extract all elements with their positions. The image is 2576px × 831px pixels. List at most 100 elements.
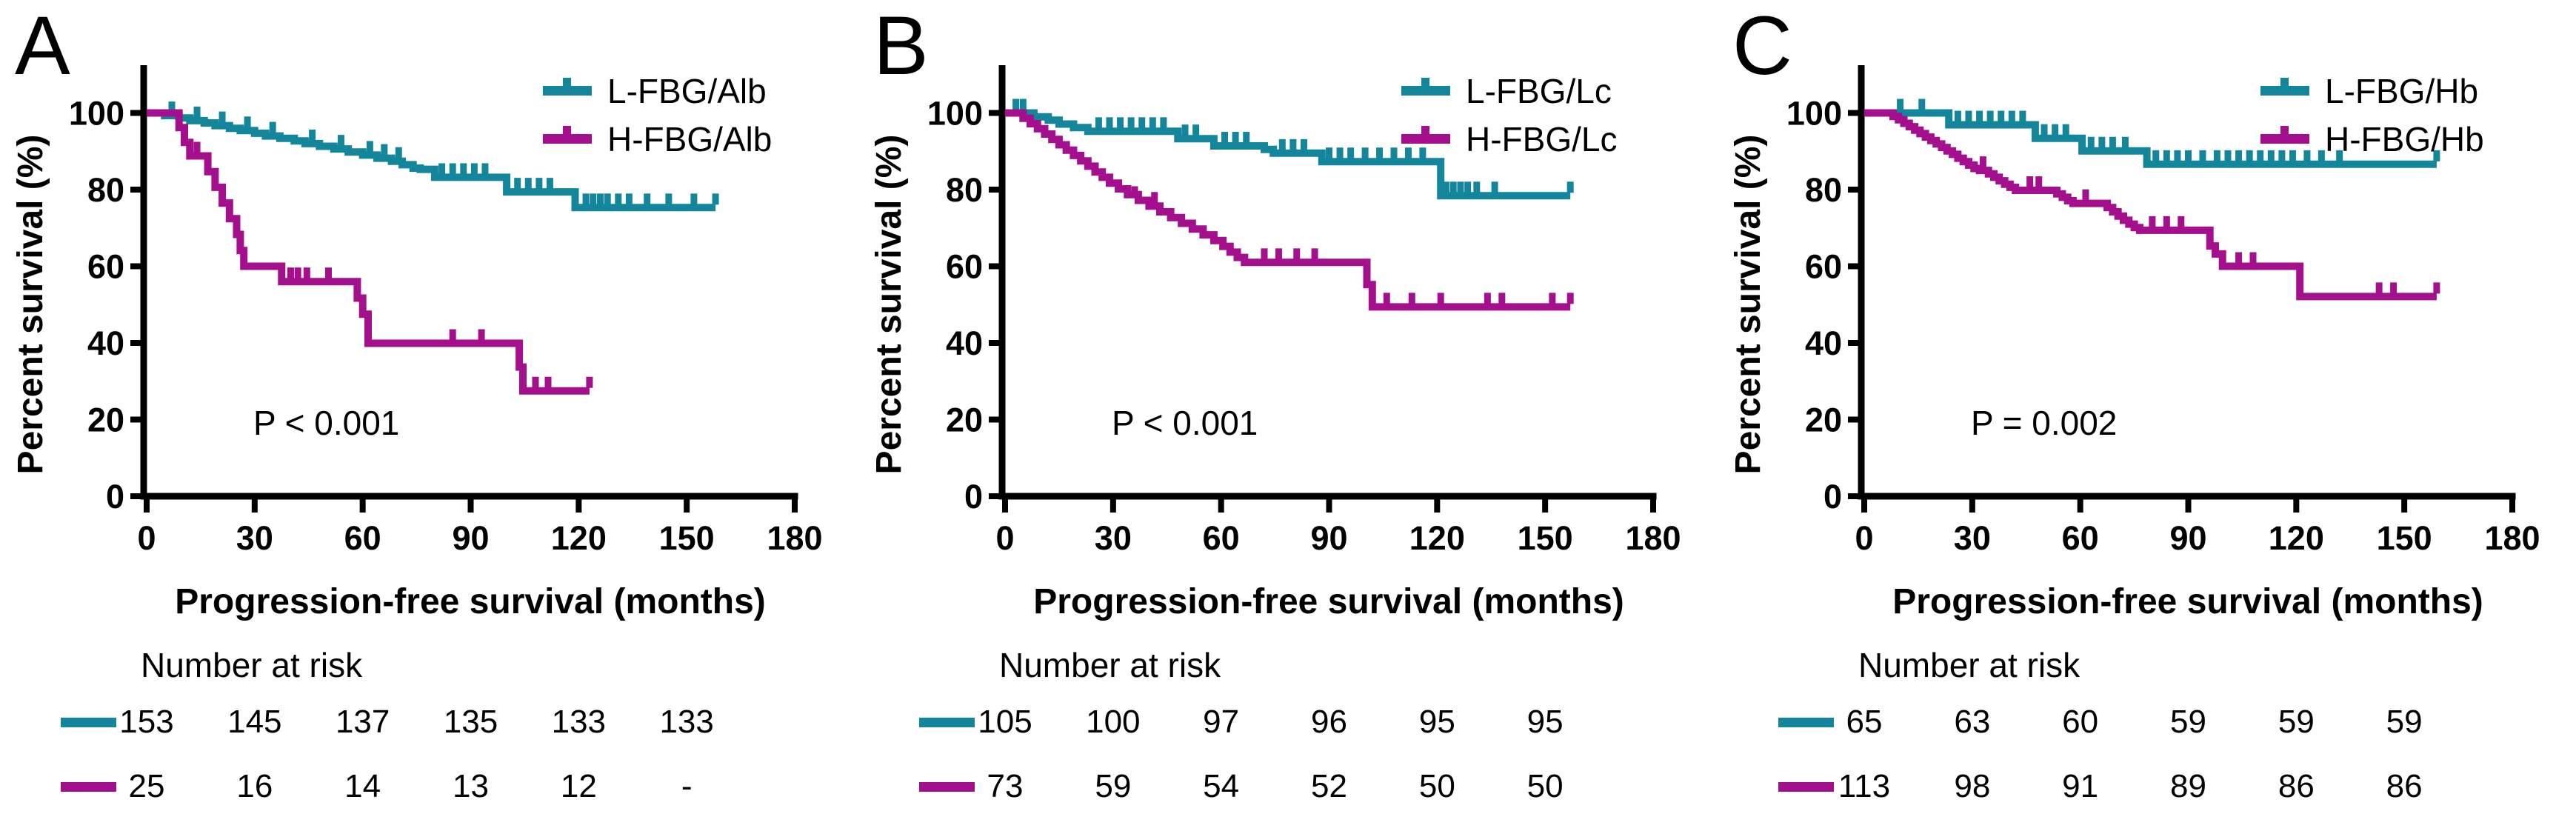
x-axis-label: Progression-free survival (months) xyxy=(175,582,766,621)
risk-swatch-teal xyxy=(61,718,116,727)
legend-label: L-FBG/Lc xyxy=(1466,72,1612,110)
x-tick-label: 150 xyxy=(2377,519,2432,557)
survival-curve xyxy=(1005,109,1571,311)
y-tick-label: 40 xyxy=(946,324,983,362)
risk-count: 133 xyxy=(659,704,714,740)
risk-count: 13 xyxy=(453,768,489,804)
risk-count: 50 xyxy=(1418,768,1455,804)
panel-b: B Percent survival (%) 0 20 40 60 80 100 0 30 60… xyxy=(858,0,1718,831)
x-tick-label: 30 xyxy=(1095,519,1132,557)
y-tick-label: 100 xyxy=(69,95,124,133)
risk-swatch-teal xyxy=(1778,718,1834,727)
p-value-label: P = 0.002 xyxy=(1971,404,2118,442)
risk-row-teal: 65 63 60 59 59 59 xyxy=(1718,703,2576,747)
x-tick-label: 60 xyxy=(2062,519,2099,557)
survival-curve xyxy=(1864,109,2437,168)
x-tick-label: 120 xyxy=(1409,519,1465,557)
legend-censor-tick xyxy=(1421,126,1429,136)
risk-count: 153 xyxy=(119,704,174,740)
survival-curve xyxy=(1005,109,1571,200)
x-tick-label: 0 xyxy=(995,519,1014,557)
risk-row-teal: 105 100 97 96 95 95 xyxy=(858,703,1718,747)
km-plot: 0 20 40 60 80 100 0 30 60 90 120 150 180 xyxy=(69,65,823,557)
risk-count: 91 xyxy=(2062,768,2099,804)
y-tick-label: 20 xyxy=(946,401,983,439)
number-at-risk-header: Number at risk xyxy=(999,646,1221,684)
y-tick-label: 40 xyxy=(1805,324,1842,362)
x-tick-label: 120 xyxy=(2269,519,2324,557)
y-tick-label: 0 xyxy=(964,478,983,515)
y-tick-label: 40 xyxy=(87,324,124,362)
risk-swatch-teal xyxy=(919,718,975,727)
risk-row-magenta: 73 59 54 52 50 50 xyxy=(858,767,1718,812)
legend-swatch-teal xyxy=(1401,86,1450,96)
legend-swatch-magenta xyxy=(543,134,592,144)
risk-count: 105 xyxy=(978,704,1032,740)
legend-swatch-magenta xyxy=(1401,134,1450,144)
legend-label: L-FBG/Alb xyxy=(607,72,767,110)
risk-count: 63 xyxy=(1954,704,1991,740)
number-at-risk-header: Number at risk xyxy=(141,646,363,684)
risk-count: 59 xyxy=(2386,704,2423,740)
risk-count: 100 xyxy=(1086,704,1141,740)
y-tick-label: 80 xyxy=(1805,171,1842,209)
legend-label: L-FBG/Hb xyxy=(2325,72,2479,110)
number-at-risk-header: Number at risk xyxy=(1858,646,2081,684)
y-tick-label: 60 xyxy=(1805,248,1842,286)
legend-swatch-teal xyxy=(543,86,592,96)
risk-count: 113 xyxy=(1838,768,1891,804)
panel-a: A Percent survival (%) 0 20 40 60 80 100 0 30 60… xyxy=(0,0,859,831)
y-tick-label: 20 xyxy=(1805,401,1842,439)
risk-count: 145 xyxy=(227,704,282,740)
risk-swatch-magenta xyxy=(1778,782,1834,792)
risk-count: 54 xyxy=(1203,768,1240,804)
risk-count: 59 xyxy=(2278,704,2315,740)
legend-censor-tick xyxy=(1421,78,1429,88)
risk-count: 60 xyxy=(2062,704,2099,740)
x-tick-label: 60 xyxy=(344,519,381,557)
risk-swatch-magenta xyxy=(61,782,116,792)
y-tick-label: 60 xyxy=(87,248,124,286)
survival-curve xyxy=(147,109,590,395)
p-value-label: P < 0.001 xyxy=(253,404,400,442)
legend-censor-tick xyxy=(563,126,571,136)
x-tick-label: 60 xyxy=(1203,519,1240,557)
risk-count: 86 xyxy=(2278,768,2315,804)
risk-count: 52 xyxy=(1311,768,1347,804)
y-tick-label: 20 xyxy=(87,401,124,439)
risk-count: 12 xyxy=(560,768,597,804)
risk-count: 65 xyxy=(1846,704,1883,740)
risk-count: 86 xyxy=(2386,768,2423,804)
km-plot: 0 20 40 60 80 100 0 30 60 90 120 150 180 xyxy=(927,65,1681,557)
risk-row-magenta: 25 16 14 13 12 - xyxy=(0,767,859,812)
risk-count: 14 xyxy=(344,768,381,804)
p-value-label: P < 0.001 xyxy=(1112,404,1258,442)
x-tick-label: 120 xyxy=(551,519,607,557)
risk-count: 25 xyxy=(128,768,165,804)
y-tick-label: 80 xyxy=(946,171,983,209)
risk-count: 135 xyxy=(443,704,498,740)
x-axis-label: Progression-free survival (months) xyxy=(1033,582,1624,621)
legend-censor-tick xyxy=(2280,126,2289,136)
x-tick-label: 30 xyxy=(1954,519,1991,557)
x-tick-label: 150 xyxy=(1518,519,1573,557)
legend-label: H-FBG/Lc xyxy=(1466,120,1618,158)
risk-count: 59 xyxy=(1095,768,1132,804)
risk-count: 98 xyxy=(1954,768,1991,804)
y-tick-label: 100 xyxy=(1786,95,1842,133)
x-tick-label: 30 xyxy=(236,519,273,557)
legend-label: H-FBG/Hb xyxy=(2325,120,2484,158)
y-tick-label: 100 xyxy=(927,95,983,133)
survival-curve xyxy=(1864,109,2437,301)
panel-c: C Percent survival (%) 0 20 40 60 80 100 0 30 60… xyxy=(1718,0,2576,831)
legend-censor-tick xyxy=(2280,78,2289,88)
km-plot: 0 20 40 60 80 100 0 30 60 90 120 150 180 xyxy=(1786,65,2540,557)
x-axis-label: Progression-free survival (months) xyxy=(1892,582,2483,621)
risk-count: 96 xyxy=(1311,704,1347,740)
x-tick-label: 90 xyxy=(452,519,489,557)
panel-letter: B xyxy=(873,0,929,92)
risk-count: 50 xyxy=(1526,768,1564,804)
legend-label: H-FBG/Alb xyxy=(607,120,773,158)
risk-count: 16 xyxy=(236,768,273,804)
x-tick-label: 90 xyxy=(2169,519,2206,557)
